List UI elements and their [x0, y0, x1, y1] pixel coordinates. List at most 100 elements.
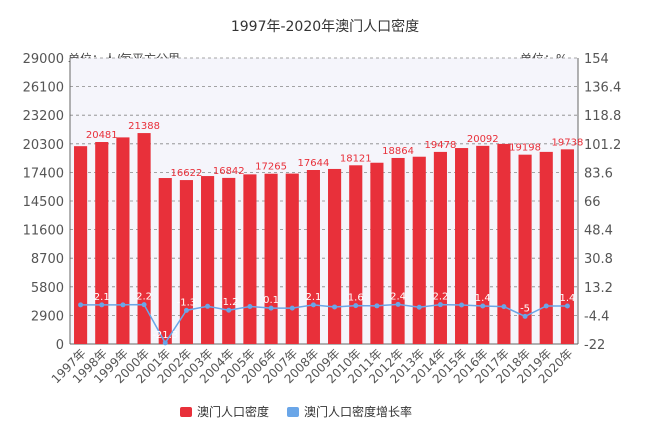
y2-tick-label: 48.4: [584, 224, 613, 239]
y-tick-label: 23200: [23, 109, 64, 124]
growth-point: [310, 302, 316, 308]
bar: [74, 146, 88, 344]
growth-point: [226, 307, 232, 313]
growth-point: [332, 304, 338, 310]
bar-value-label: 20481: [86, 130, 118, 141]
bar: [455, 148, 469, 344]
y2-tick-label: 118.8: [584, 109, 621, 124]
growth-point: [459, 302, 465, 308]
legend-swatch-growth: [287, 406, 300, 417]
growth-point: [141, 302, 147, 308]
y2-tick-label: 83.6: [584, 166, 613, 181]
bar-value-label: 16622: [171, 168, 203, 179]
growth-point: [564, 303, 570, 309]
y-tick-label: 8700: [31, 252, 64, 267]
growth-value-label: -1.3: [177, 297, 197, 308]
bar: [222, 177, 236, 344]
growth-point: [205, 303, 211, 309]
growth-value-label: -5: [520, 303, 530, 314]
y2-tick-label: 13.2: [584, 281, 613, 296]
bar-value-label: 17265: [255, 162, 287, 173]
y2-tick-label: -4.4: [584, 309, 609, 324]
bar-value-label: 17644: [298, 158, 330, 169]
growth-point: [522, 313, 528, 319]
bar: [179, 180, 193, 344]
bar: [497, 143, 511, 344]
legend-label-growth: 澳门人口密度增长率: [304, 405, 413, 419]
growth-point: [99, 302, 105, 308]
bar: [285, 173, 299, 344]
growth-point: [395, 301, 401, 307]
growth-value-label: 1.6: [348, 293, 364, 304]
bar: [264, 173, 278, 344]
legend-item-density[interactable]: 澳门人口密度: [180, 403, 269, 420]
y2-tick-label: 136.4: [584, 81, 621, 96]
bar-value-label: 16842: [213, 166, 245, 177]
y2-tick-label: 154: [584, 52, 609, 67]
growth-point: [289, 305, 295, 311]
bar: [158, 178, 172, 344]
growth-point: [480, 303, 486, 309]
bar: [328, 168, 342, 344]
growth-value-label: 2.1: [305, 292, 321, 303]
growth-point: [374, 303, 380, 309]
growth-point: [162, 340, 168, 346]
growth-value-label: 1.4: [559, 293, 575, 304]
growth-point: [501, 304, 507, 310]
legend-item-growth[interactable]: 澳门人口密度增长率: [287, 403, 412, 420]
bar: [391, 157, 405, 344]
y2-tick-label: -22: [584, 338, 605, 353]
growth-point: [437, 302, 443, 308]
y-tick-label: 5800: [31, 281, 64, 296]
growth-value-label: 2.2: [432, 292, 448, 303]
bar: [476, 145, 490, 344]
bar: [433, 151, 447, 344]
y-tick-label: 20300: [23, 138, 64, 153]
bar: [137, 133, 151, 344]
growth-value-label: 0.1: [263, 295, 279, 306]
bar: [518, 154, 532, 344]
bar-value-label: 18121: [340, 153, 372, 164]
y-tick-label: 17400: [23, 166, 64, 181]
bar: [306, 169, 320, 344]
growth-point: [78, 302, 84, 308]
chart-legend: 澳门人口密度 澳门人口密度增长率: [180, 403, 412, 420]
legend-label-density: 澳门人口密度: [197, 405, 270, 419]
y-tick-label: 0: [56, 338, 64, 353]
growth-value-label: -21.3: [152, 330, 178, 341]
bar-value-label: 19738: [552, 137, 584, 148]
growth-line: [80, 303, 568, 345]
growth-value-label: 2.1: [94, 292, 110, 303]
growth-point: [543, 303, 549, 309]
growth-point: [416, 304, 422, 310]
bar: [201, 176, 215, 344]
bar-value-label: 18864: [382, 146, 414, 157]
legend-swatch-density: [180, 406, 192, 417]
y2-tick-label: 66: [584, 195, 601, 210]
growth-point: [183, 307, 189, 313]
bar: [412, 156, 426, 344]
bar: [560, 149, 574, 344]
bar: [116, 137, 130, 344]
y2-tick-label: 101.2: [584, 138, 621, 153]
y-tick-label: 26100: [23, 81, 64, 96]
growth-point: [247, 303, 253, 309]
y-tick-label: 14500: [23, 195, 64, 210]
growth-value-label: 2.2: [136, 292, 152, 303]
bar: [349, 165, 363, 344]
growth-point: [268, 305, 274, 311]
y2-tick-label: 30.8: [584, 252, 613, 267]
growth-point: [120, 302, 126, 308]
y-tick-label: 11600: [23, 224, 64, 239]
bar-value-label: 19198: [509, 143, 541, 154]
bar-value-label: 20092: [467, 134, 499, 145]
bar: [539, 151, 553, 344]
growth-value-label: -1.2: [219, 297, 239, 308]
bar: [95, 142, 109, 344]
y-tick-label: 29000: [23, 52, 64, 67]
bar: [370, 162, 384, 344]
y-tick-label: 2900: [31, 309, 64, 324]
growth-value-label: 2.4: [390, 291, 406, 302]
